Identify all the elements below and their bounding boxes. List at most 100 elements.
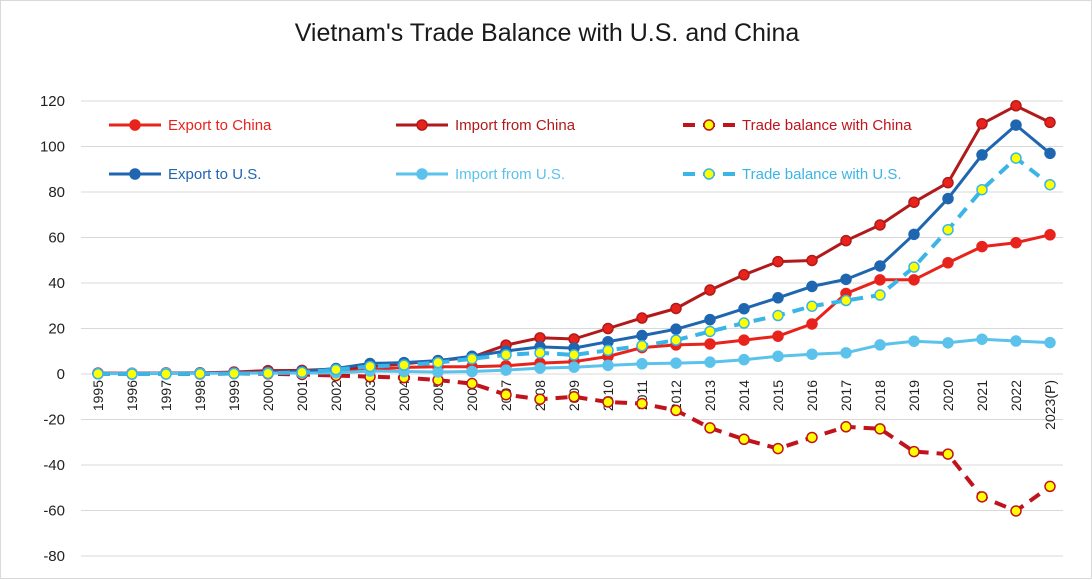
x-tick-label: 1995 — [90, 380, 106, 411]
x-tick-label: 2005 — [430, 380, 446, 411]
data-point — [534, 347, 546, 359]
legend-item: Trade balance with U.S. — [683, 166, 902, 183]
data-point — [840, 347, 852, 359]
data-point — [772, 255, 784, 268]
gridlines — [81, 100, 1063, 557]
x-tick-label: 2000 — [260, 380, 276, 411]
data-point — [806, 300, 818, 312]
data-point — [1010, 505, 1022, 517]
legend-item: Trade balance with China — [683, 117, 912, 134]
data-point — [636, 397, 648, 410]
data-point — [1044, 116, 1056, 129]
data-point — [704, 325, 716, 338]
y-tick-label: -40 — [43, 457, 65, 474]
data-point — [806, 348, 818, 360]
y-tick-label: 20 — [48, 321, 65, 338]
legend-swatch-marker — [129, 119, 141, 131]
data-point — [602, 344, 614, 357]
data-point — [772, 292, 784, 304]
data-point — [330, 363, 342, 376]
data-point — [976, 333, 988, 345]
data-point — [704, 338, 716, 350]
data-point — [772, 350, 784, 363]
x-tick-label: 1996 — [124, 380, 140, 411]
data-point — [432, 366, 444, 378]
y-tick-label: -20 — [43, 412, 65, 429]
data-point — [602, 322, 614, 335]
y-tick-label: 80 — [48, 184, 65, 201]
legend-item: Export to China — [109, 117, 272, 134]
data-point — [908, 274, 920, 286]
data-point — [670, 302, 682, 315]
legend-swatch-marker — [416, 119, 428, 131]
data-point — [1010, 152, 1022, 164]
data-point — [806, 318, 818, 330]
data-point — [1010, 119, 1022, 131]
data-point — [738, 433, 750, 446]
data-point — [1044, 229, 1056, 241]
data-point — [1044, 147, 1056, 160]
data-point — [874, 423, 886, 435]
data-point — [1044, 480, 1056, 493]
data-point — [738, 353, 750, 366]
data-point — [534, 393, 546, 406]
x-tick-label: 2019 — [906, 380, 922, 411]
data-point — [1010, 100, 1022, 112]
data-point — [568, 391, 580, 403]
data-point — [942, 448, 954, 460]
data-point — [976, 491, 988, 503]
data-point — [500, 349, 512, 361]
data-point — [874, 219, 886, 231]
x-tick-label: 2023(P) — [1042, 380, 1058, 430]
data-point — [806, 431, 818, 444]
series-line — [97, 371, 1052, 513]
legend-label: Import from U.S. — [455, 166, 565, 183]
data-point — [806, 280, 818, 293]
data-point — [942, 176, 954, 189]
x-tick-label: 2021 — [974, 380, 990, 411]
data-point — [262, 367, 274, 380]
data-point — [772, 330, 784, 342]
data-point — [840, 294, 852, 307]
data-point — [908, 335, 920, 347]
data-point — [568, 361, 580, 373]
data-point — [466, 377, 478, 390]
data-point — [1010, 335, 1022, 347]
data-point — [908, 196, 920, 208]
x-tick-label: 2018 — [872, 380, 888, 411]
x-tick-label: 2003 — [362, 380, 378, 411]
x-tick-label: 2020 — [940, 380, 956, 411]
data-point — [670, 334, 682, 346]
y-tick-label: -80 — [43, 548, 65, 565]
data-point — [976, 183, 988, 196]
data-point — [942, 257, 954, 269]
data-point — [976, 149, 988, 161]
x-tick-label: 2013 — [702, 380, 718, 411]
data-point — [636, 329, 648, 342]
y-tick-label: 40 — [48, 275, 65, 292]
data-point — [704, 313, 716, 326]
data-point — [942, 224, 954, 236]
x-tick-label: 2017 — [838, 380, 854, 411]
data-point — [194, 368, 206, 380]
x-tick-label: 2015 — [770, 380, 786, 411]
legend-item: Export to U.S. — [109, 166, 261, 183]
data-point — [670, 357, 682, 369]
data-point — [466, 353, 478, 365]
data-point — [568, 349, 580, 361]
data-point — [874, 260, 886, 272]
data-point — [466, 365, 478, 378]
series-line — [97, 156, 1052, 376]
data-point — [228, 367, 240, 380]
y-tick-label: 100 — [40, 139, 65, 156]
legend-label: Export to China — [168, 117, 272, 134]
x-tick-label: 2001 — [294, 380, 310, 411]
x-tick-label: 2022 — [1008, 380, 1024, 411]
data-point — [398, 359, 410, 371]
data-point — [500, 388, 512, 401]
data-point — [704, 422, 716, 434]
data-point — [636, 312, 648, 324]
legend-swatch-marker — [129, 168, 141, 180]
data-point — [364, 360, 376, 373]
data-point — [160, 368, 172, 380]
